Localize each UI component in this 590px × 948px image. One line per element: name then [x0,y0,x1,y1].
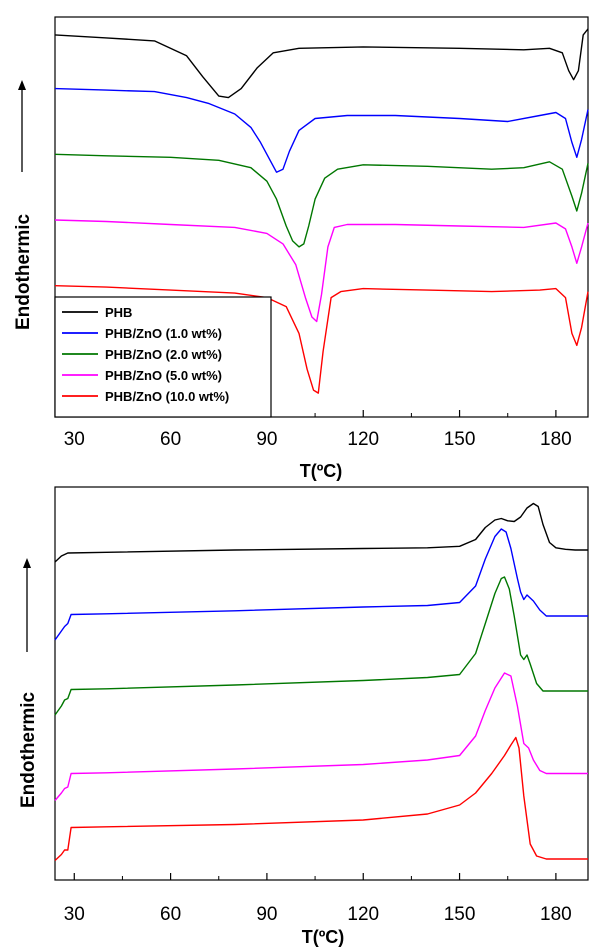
legend-label-4: PHB/ZnO (10.0 wt%) [105,389,229,404]
series-line-0 [54,28,589,99]
bottom-series-lines [54,502,588,862]
x-tick-label: 60 [160,904,181,925]
x-tick-label: 180 [540,429,572,450]
bottom-plot-frame [54,486,589,881]
top-y-axis-arrow-head [18,80,26,90]
bottom-x-axis-title: T(ºC) [302,927,345,947]
x-tick-label: 150 [444,429,476,450]
series-line-2 [54,576,588,716]
series-line-2 [54,153,589,248]
series-line-4 [54,736,588,862]
series-line-3 [54,672,588,801]
legend-label-3: PHB/ZnO (5.0 wt%) [105,368,222,383]
legend-label-2: PHB/ZnO (2.0 wt%) [105,347,222,362]
series-line-3 [54,219,589,323]
x-tick-label: 30 [64,904,85,925]
series-line-1 [54,87,589,173]
legend: PHB PHB/ZnO (1.0 wt%) PHB/ZnO (2.0 wt%) PHB… [54,296,272,418]
x-tick-label: 120 [347,904,379,925]
bottom-y-axis-title: Endothermic [18,691,39,808]
series-line-1 [54,528,588,641]
x-tick-label: 150 [444,904,476,925]
top-x-tick-labels: 30 60 90 120 150 180 [64,429,572,450]
x-tick-label: 60 [160,429,181,450]
series-line-4 [54,285,589,394]
top-y-axis-title: Endothermic [13,213,34,330]
x-tick-label: 90 [256,429,277,450]
bottom-y-axis-arrow-head [23,558,31,568]
bottom-x-tick-labels: 30 60 90 120 150 180 [64,904,572,925]
bottom-panel: 30 60 90 120 150 180 T(ºC) Endothermic [18,486,589,947]
series-line-0 [54,502,588,563]
x-tick-label: 30 [64,429,85,450]
legend-box [54,296,272,418]
top-series-lines [54,28,589,394]
top-plot-frame [54,16,589,418]
x-tick-label: 180 [540,904,572,925]
top-panel: 30 60 90 120 150 180 T(ºC) Endothermic PHBPHB… [13,16,589,481]
legend-label-1: PHB/ZnO (1.0 wt%) [105,326,222,341]
top-y-axis-title-group: Endothermic [13,80,34,330]
top-x-axis-title: T(ºC) [300,461,343,481]
bottom-y-axis-title-group: Endothermic [18,558,39,808]
bottom-x-ticks [73,873,557,880]
x-tick-label: 90 [256,904,277,925]
legend-label-0: PHB [105,305,132,320]
x-tick-label: 120 [347,429,379,450]
